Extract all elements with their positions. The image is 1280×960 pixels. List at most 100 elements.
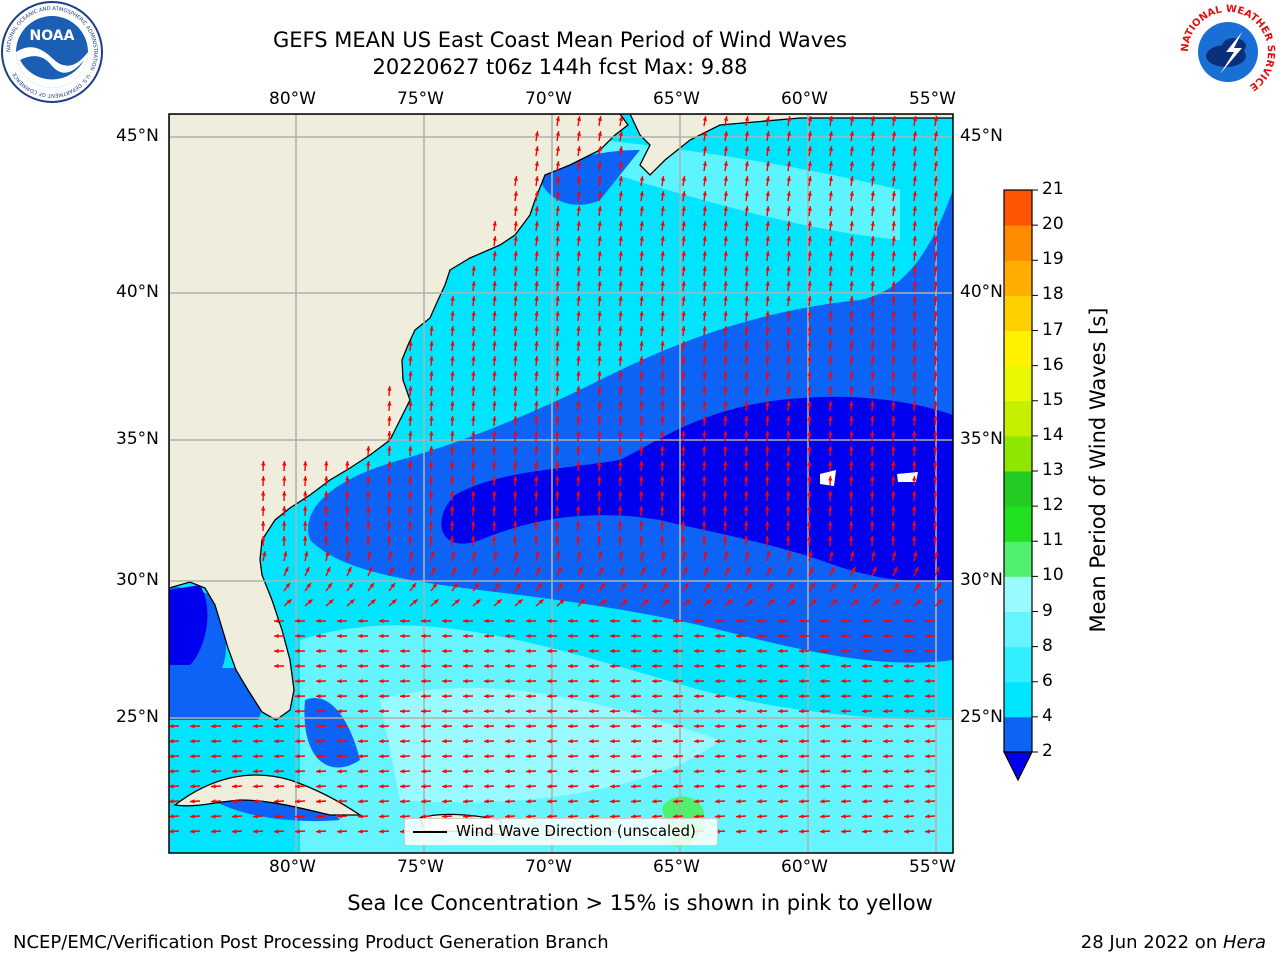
wave-direction-arrowhead [862,709,867,714]
wave-direction-arrowhead [891,116,897,121]
wave-direction-arrowhead [316,709,321,714]
wave-direction-arrowhead [534,386,539,391]
axis-tick-label: 40°N [116,282,159,302]
wave-direction-arrowhead [211,799,216,804]
wave-direction-arrowhead [702,236,707,241]
wave-direction-arrowhead [368,566,373,572]
wave-direction-arrowhead [555,416,560,421]
wave-direction-arrowhead [786,446,791,451]
wave-direction-arrowhead [681,236,686,241]
wave-direction-arrowhead [513,431,518,436]
colorbar-tick-label: 10 [1042,565,1064,586]
wave-direction-arrowhead [450,401,455,406]
wave-direction-arrowhead [702,476,707,481]
wave-direction-arrowhead [765,146,771,151]
wave-direction-arrowhead [597,236,602,241]
wave-direction-arrowhead [547,678,552,684]
axis-tick-label: 30°N [116,570,159,590]
wave-direction-arrowhead [576,296,581,301]
wave-direction-arrowhead [421,648,426,654]
colorbar-tick-label: 12 [1042,495,1064,516]
wave-direction-arrowhead [470,521,476,526]
wave-direction-arrowhead [610,618,615,624]
wave-direction-arrowhead [723,311,728,316]
wave-direction-arrowhead [555,146,561,151]
wave-direction-arrowhead [652,648,657,654]
wave-direction-arrowhead [891,221,896,226]
wave-direction-arrowhead [757,814,762,819]
wave-direction-arrowhead [421,724,426,729]
wave-direction-arrowhead [652,663,657,669]
wave-direction-arrowhead [786,416,791,421]
wave-direction-arrowhead [618,311,623,316]
wave-direction-arrowhead [936,582,941,588]
wave-direction-arrowhead [639,296,644,301]
wave-direction-arrowhead [408,461,413,466]
wave-direction-arrowhead [786,491,791,496]
wave-direction-arrowhead [484,709,489,714]
wave-direction-arrowhead [723,206,728,211]
wave-direction-arrowhead [555,356,560,361]
wave-direction-arrowhead [379,829,384,834]
land-us-east-coast [169,114,629,721]
wave-direction-arrowhead [933,191,938,196]
wave-direction-arrowhead [765,311,770,316]
wave-direction-arrowhead [513,386,518,391]
wave-direction-arrowhead [400,648,405,654]
wave-direction-arrowhead [211,754,216,759]
wave-direction-arrowhead [421,784,426,789]
wave-direction-arrowhead [379,633,384,639]
wave-direction-arrowhead [484,784,489,789]
wave-direction-arrowhead [831,582,836,588]
wave-direction-arrowhead [744,296,749,301]
wave-direction-arrowhead [284,566,289,572]
wave-direction-arrowhead [904,663,909,669]
wave-direction-arrowhead [914,566,919,572]
axis-tick-label: 80°W [269,857,316,877]
wave-direction-arrowhead [694,754,699,759]
wave-direction-arrowhead [912,116,918,121]
wave-direction-arrowhead [326,566,331,572]
noaa-logo-text: NOAA [30,28,75,44]
wave-direction-arrowhead [639,446,644,451]
wave-direction-arrowhead [421,633,426,639]
wave-direction-arrowhead [680,521,686,526]
wave-direction-arrowhead [807,341,812,346]
wave-direction-arrowhead [799,829,804,834]
wave-direction-arrowhead [534,431,539,436]
wave-direction-arrowhead [904,618,909,624]
wave-direction-arrowhead [619,551,624,557]
wave-direction-arrowhead [807,446,812,451]
wave-direction-arrowhead [736,724,741,729]
wave-direction-arrowhead [702,506,707,511]
colorbar-segment [1004,400,1032,437]
wave-direction-arrowhead [463,754,468,759]
wave-direction-arrowhead [442,709,447,714]
wave-direction-arrowhead [324,491,329,496]
wave-direction-arrowhead [660,311,665,316]
wave-direction-arrowhead [680,536,686,541]
wave-direction-arrowhead [744,461,749,466]
wave-direction-arrowhead [913,551,918,557]
wave-direction-arrowhead [673,618,678,624]
wave-direction-arrowhead [764,521,770,526]
wave-direction-arrowhead [912,161,917,166]
wave-direction-arrowhead [534,206,539,211]
wave-direction-arrowhead [704,566,709,572]
wave-direction-arrowhead [295,739,300,744]
wave-direction-arrowhead [526,633,531,639]
wave-direction-arrowhead [337,784,342,789]
wave-direction-arrowhead [400,633,405,639]
wave-direction-arrowhead [778,633,783,639]
wave-direction-arrowhead [799,648,804,654]
wave-direction-arrowhead [597,221,602,226]
wave-direction-arrowhead [407,521,413,526]
wave-direction-arrowhead [681,461,686,466]
wave-direction-arrowhead [316,799,321,804]
wave-direction-arrowhead [295,633,300,639]
axis-tick-label: 40°N [960,282,1003,302]
wave-direction-arrowhead [365,536,371,541]
wave-direction-arrowhead [618,461,623,466]
wave-direction-arrowhead [744,161,749,166]
